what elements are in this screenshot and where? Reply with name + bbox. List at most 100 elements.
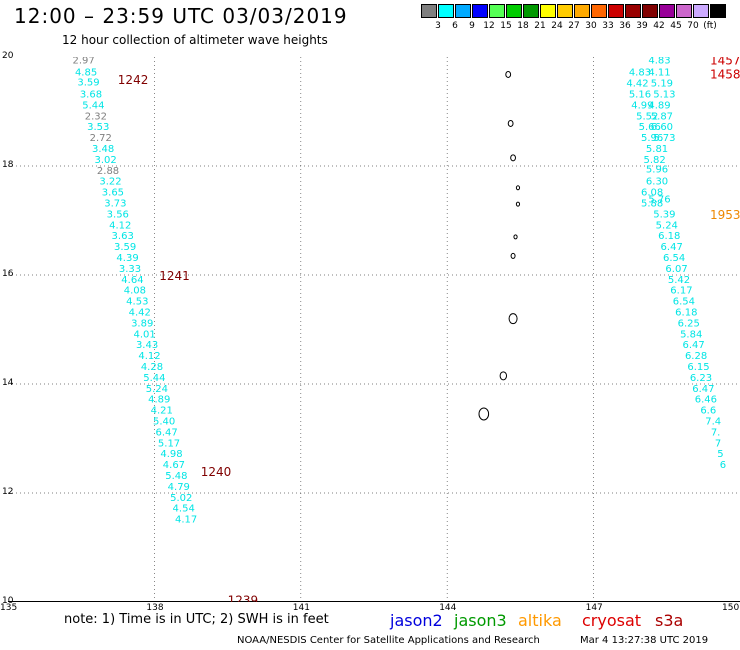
- color-scale-swatch: [574, 4, 590, 18]
- wave-height-label: 5.66: [639, 122, 661, 133]
- wave-height-label: 6.47: [692, 384, 714, 395]
- longitude-tick-label: 135: [0, 603, 18, 613]
- wave-height-label: 6.08: [641, 188, 663, 199]
- wave-height-label: 5.40: [153, 417, 175, 428]
- wave-height-label: 6.17: [670, 286, 692, 297]
- satellite-legend-cryosat: cryosat: [582, 611, 642, 630]
- wave-height-label: 4.89: [148, 395, 170, 406]
- island-outline: [515, 201, 521, 207]
- color-scale-label: (ft): [703, 21, 717, 31]
- color-scale-label: 12: [483, 21, 495, 31]
- wave-height-label: 6.23: [690, 373, 712, 384]
- wave-height-label: 4.12: [109, 220, 131, 231]
- color-scale-swatch: [693, 4, 709, 18]
- wave-height-label: 4.28: [141, 362, 163, 373]
- wave-height-label: 6.30: [646, 177, 668, 188]
- timestamp-text: Mar 4 13:27:38 UTC 2019: [580, 635, 709, 646]
- wave-height-label: 4.12: [138, 351, 160, 362]
- wave-height-label: 3.22: [99, 177, 121, 188]
- wave-height-label: 4.89: [648, 100, 670, 111]
- wave-height-label: 5.81: [646, 144, 668, 155]
- color-scale-label: 27: [568, 21, 580, 31]
- wave-height-label: 5.82: [643, 155, 665, 166]
- wave-height-label: 6.07: [665, 264, 687, 275]
- wave-height-label: 5.87: [651, 111, 673, 122]
- wave-height-label: 7: [715, 438, 721, 449]
- wave-height-label: 4.85: [75, 68, 97, 79]
- wave-height-label: 4.39: [116, 253, 138, 264]
- color-scale-swatch: [523, 4, 539, 18]
- wave-height-label: 3.73: [104, 199, 126, 210]
- island-outline: [505, 70, 512, 78]
- wave-height-label: 3.33: [119, 264, 141, 275]
- color-scale-swatch: [676, 4, 692, 18]
- wave-height-label: 4.54: [173, 504, 195, 515]
- wave-height-label: 6.25: [678, 318, 700, 329]
- wave-height-label: 6.54: [673, 297, 695, 308]
- wave-height-label: 6.18: [658, 231, 680, 242]
- color-scale-swatch: [489, 4, 505, 18]
- wave-height-label: 4.11: [648, 68, 670, 79]
- latitude-tick-label: 14: [2, 378, 14, 388]
- orbit-number-label: 1241: [159, 269, 190, 283]
- wave-height-label: 5.42: [668, 275, 690, 286]
- wave-height-label: 4.79: [168, 482, 190, 493]
- color-scale-legend: 3 6 9 12 15 18 21 24 27 30 33 36 39 42 45 70 (ft): [421, 4, 729, 34]
- wave-height-label: 4.98: [160, 449, 182, 460]
- wave-height-label: 5: [717, 449, 723, 460]
- wave-height-label: 2.97: [73, 57, 95, 67]
- orbit-number-label: 1239: [228, 593, 259, 602]
- credit-text: NOAA/NESDIS Center for Satellite Applica…: [237, 635, 540, 646]
- wave-height-label: 6.54: [663, 253, 685, 264]
- island-outline: [510, 154, 516, 162]
- wave-height-label: 4.01: [134, 329, 156, 340]
- map-canvas: 2.974.853.593.685.442.323.532.723.483.02…: [8, 54, 740, 607]
- orbit-number-label: 1953: [710, 208, 740, 222]
- wave-height-label: 3.43: [136, 340, 158, 351]
- color-scale-label: 42: [653, 21, 665, 31]
- color-scale-swatch: [557, 4, 573, 18]
- satellite-legend-altika: altika: [518, 611, 562, 630]
- color-scale-swatch: [438, 4, 454, 18]
- wave-height-label: 3.68: [80, 90, 102, 101]
- wave-height-label: 6.60: [651, 122, 673, 133]
- wave-height-label: 4.17: [175, 515, 197, 526]
- wave-height-label: 6.47: [683, 340, 705, 351]
- color-scale-label: 33: [602, 21, 614, 31]
- longitude-tick-label: 147: [585, 603, 603, 613]
- longitude-tick-label: 144: [439, 603, 457, 613]
- wave-height-label: 5.24: [146, 384, 168, 395]
- longitude-tick-label: 141: [292, 603, 310, 613]
- wave-height-label: 5.84: [680, 329, 702, 340]
- wave-height-label: 3.48: [92, 144, 114, 155]
- orbit-number-label: 1240: [201, 465, 232, 479]
- color-scale-label: 6: [452, 21, 458, 31]
- wave-height-label: 5.76: [648, 195, 670, 206]
- longitude-tick-label: 150: [722, 603, 740, 613]
- color-scale-label: 15: [500, 21, 512, 31]
- latitude-tick-label: 16: [2, 269, 14, 279]
- color-scale-label: 36: [619, 21, 631, 31]
- wave-height-label: 3.56: [107, 209, 129, 220]
- wave-height-label: 6.47: [661, 242, 683, 253]
- wave-height-label: 7.: [711, 427, 721, 438]
- island-outline: [508, 313, 518, 325]
- island-outline: [510, 252, 516, 259]
- wave-height-label: 5.96: [641, 133, 663, 144]
- island-outline: [499, 371, 508, 381]
- island-outline: [507, 119, 514, 127]
- wave-height-label: 3.59: [114, 242, 136, 253]
- wave-height-label: 2.32: [85, 111, 107, 122]
- color-scale-swatch: [421, 4, 437, 18]
- wave-height-label: 5.13: [653, 90, 675, 101]
- wave-height-label: 5.19: [651, 79, 673, 90]
- color-scale-label: 21: [534, 21, 546, 31]
- wave-height-label: 6.18: [675, 308, 697, 319]
- color-scale-label: 45: [670, 21, 682, 31]
- wave-height-label: 6.15: [687, 362, 709, 373]
- color-scale-swatch: [455, 4, 471, 18]
- wave-height-label: 5.44: [82, 100, 104, 111]
- orbit-number-label: 1458: [710, 67, 740, 81]
- wave-height-label: 4.42: [626, 79, 648, 90]
- wave-height-label: 5.17: [158, 438, 180, 449]
